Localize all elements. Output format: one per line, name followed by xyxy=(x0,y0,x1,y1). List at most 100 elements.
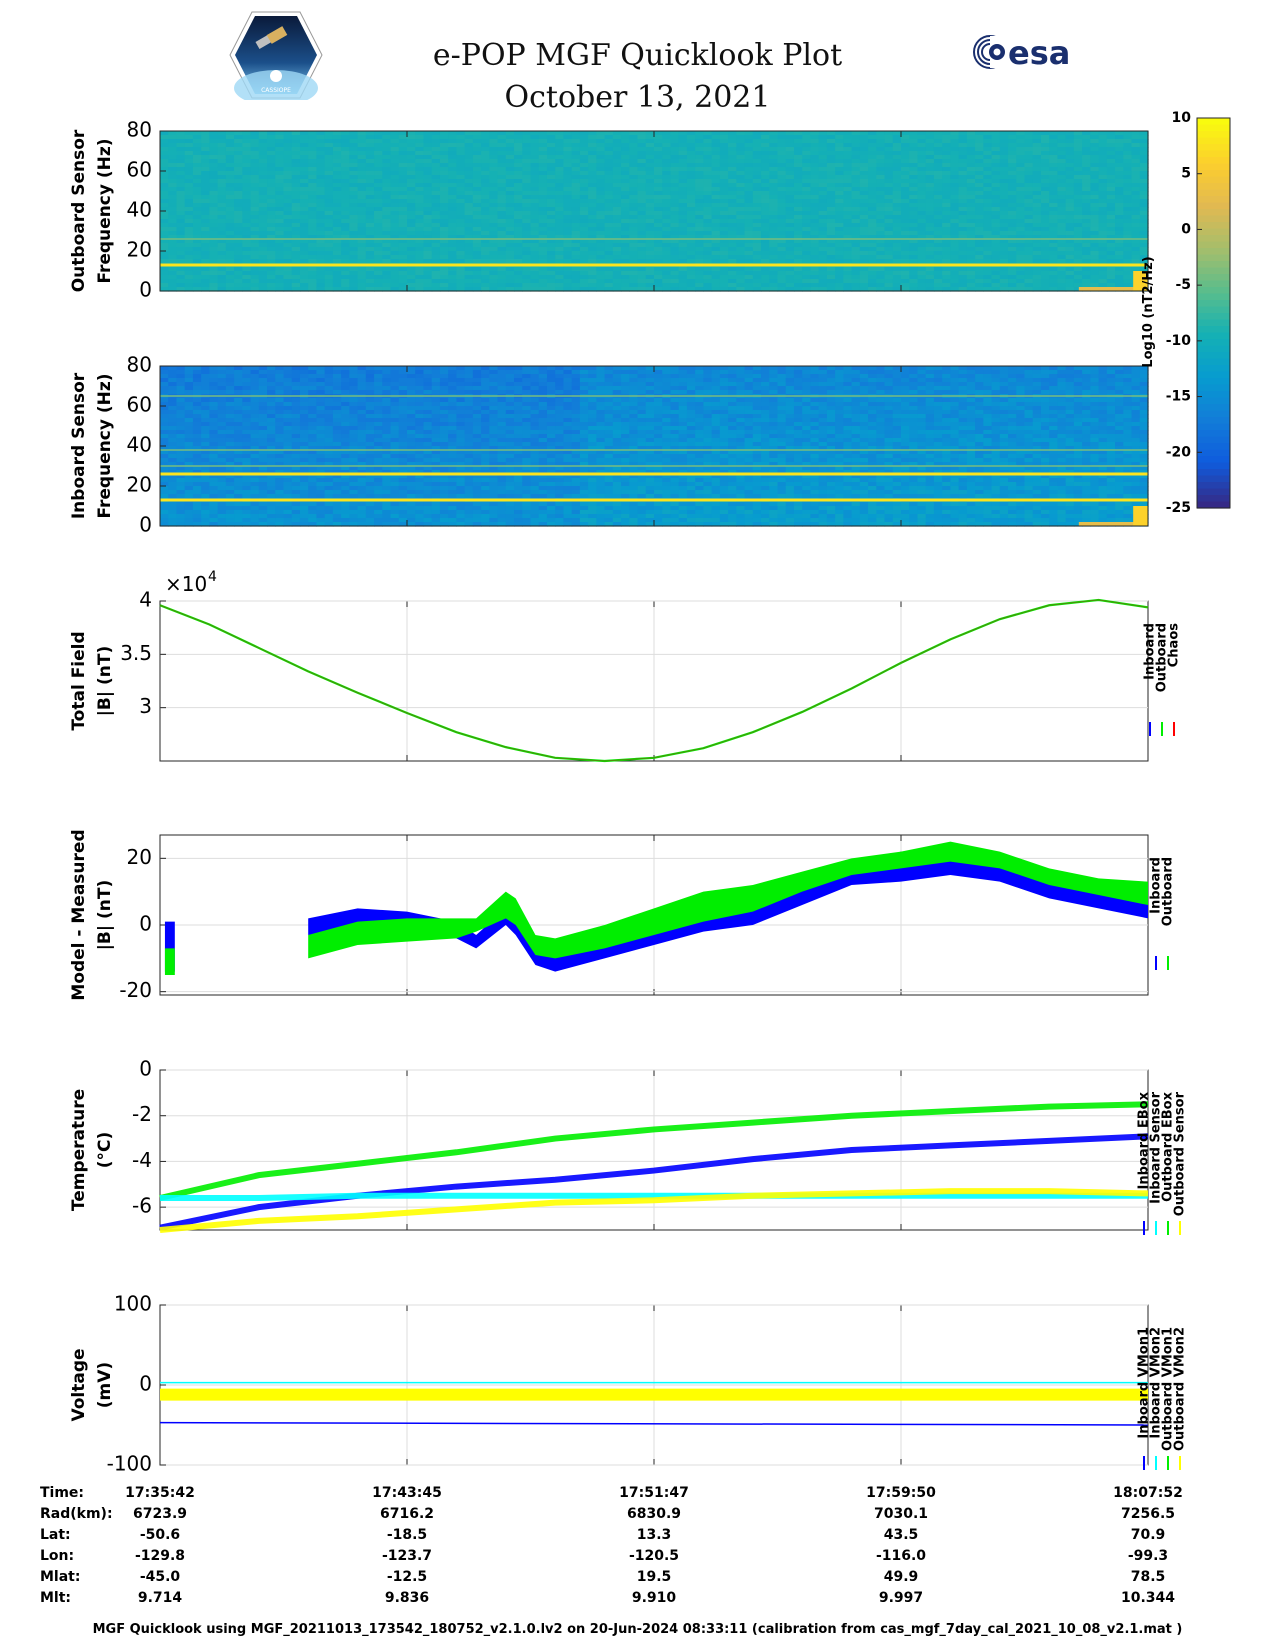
spectrogram-cell xyxy=(1115,203,1124,208)
spectrogram-cell xyxy=(407,283,416,288)
spectrogram-cell xyxy=(1040,239,1050,244)
spectrogram-cell xyxy=(472,243,482,248)
spectrogram-cell xyxy=(217,191,227,196)
spectrogram-cell xyxy=(308,139,318,144)
spectrogram-cell xyxy=(1040,187,1050,192)
spectrogram-cell xyxy=(275,191,285,196)
spectrogram-cell xyxy=(308,131,318,136)
spectrogram-cell xyxy=(859,179,869,184)
spectrogram-cell xyxy=(1008,211,1017,216)
spectrogram-cell xyxy=(1040,227,1050,232)
spectrogram-cell xyxy=(497,163,507,168)
spectrogram-cell xyxy=(719,211,729,216)
spectrogram-cell xyxy=(793,247,803,252)
spectrogram-cell xyxy=(695,231,704,236)
spectrogram-cell xyxy=(563,163,573,168)
spectrogram-cell xyxy=(258,243,268,248)
spectrogram-cell xyxy=(876,227,886,232)
spectrogram-cell xyxy=(168,215,178,220)
spectrogram-cell xyxy=(1082,283,1091,288)
spectrogram-cell xyxy=(662,243,672,248)
spectrogram-cell xyxy=(793,275,803,280)
spectrogram-cell xyxy=(958,275,968,280)
spectrogram-cell xyxy=(1139,239,1149,244)
spectrogram-cell xyxy=(456,155,466,160)
spectrogram-cell xyxy=(678,175,688,180)
spectrogram-cell xyxy=(958,203,968,208)
spectrogram-cell xyxy=(901,187,910,192)
spectrogram-cell xyxy=(522,207,532,212)
spectrogram-cell xyxy=(662,155,672,160)
spectrogram-cell xyxy=(1032,175,1042,180)
spectrogram-cell xyxy=(407,179,416,184)
spectrogram-cell xyxy=(505,187,515,192)
spectrogram-cell xyxy=(299,155,309,160)
spectrogram-cell xyxy=(555,139,565,144)
spectrogram-cell xyxy=(892,271,902,276)
spectrogram-cell xyxy=(448,239,457,244)
spectrogram-cell xyxy=(1016,163,1026,168)
spectrogram-cell xyxy=(234,243,243,248)
spectrogram-cell xyxy=(1090,183,1100,188)
spectrogram-cell xyxy=(390,195,400,200)
spectrogram-cell xyxy=(909,143,919,148)
spectrogram-cell xyxy=(283,131,293,136)
spectrogram-cell xyxy=(975,255,984,260)
spectrogram-cell xyxy=(1115,183,1124,188)
spectrogram-cell xyxy=(250,239,260,244)
spectrogram-cell xyxy=(176,255,186,260)
spectrogram-cell xyxy=(1016,195,1026,200)
spectrogram-cell xyxy=(522,191,532,196)
spectrogram-cell xyxy=(522,255,532,260)
spectrogram-cell xyxy=(390,271,400,276)
spectrogram-cell xyxy=(489,207,499,212)
spectrogram-cell xyxy=(209,275,219,280)
spectrogram-cell xyxy=(464,175,474,180)
spectrogram-cell xyxy=(456,227,466,232)
spectrogram-cell xyxy=(341,207,350,212)
spectrogram-cell xyxy=(423,271,433,276)
spectrogram-cell xyxy=(1032,139,1042,144)
spectrogram-cell xyxy=(983,171,993,176)
spectrogram-cell xyxy=(258,271,268,276)
spectrogram-cell xyxy=(571,255,581,260)
spectrogram-cell xyxy=(382,279,392,284)
spectrogram-cell xyxy=(703,135,713,140)
spectrogram-cell xyxy=(629,243,639,248)
spectrogram-cell xyxy=(621,259,630,264)
spectrogram-cell xyxy=(201,267,210,272)
spectrogram-cell xyxy=(958,243,968,248)
spectrogram-cell xyxy=(382,167,392,172)
spectrogram-cell xyxy=(917,243,927,248)
spectrogram-cell xyxy=(785,155,795,160)
spectrogram-cell xyxy=(736,195,746,200)
spectrogram-cell xyxy=(835,131,844,136)
spectrogram-cell xyxy=(876,131,886,136)
spectrogram-cell xyxy=(332,155,342,160)
spectrogram-cell xyxy=(670,139,680,144)
spectrogram-cell xyxy=(859,167,869,172)
spectrogram-cell xyxy=(308,251,318,256)
spectrogram-cell xyxy=(538,139,548,144)
spectrogram-cell xyxy=(505,179,515,184)
spectrogram-cell xyxy=(612,135,622,140)
spectrogram-cell xyxy=(1016,135,1026,140)
spectrogram-cell xyxy=(365,175,375,180)
spectrogram-cell xyxy=(950,235,960,240)
spectrogram-cell xyxy=(555,155,565,160)
spectrogram-cell xyxy=(1049,171,1059,176)
spectrogram-cell xyxy=(868,227,877,232)
spectrogram-cell xyxy=(909,267,919,272)
spectrogram-cell xyxy=(999,155,1009,160)
spectrogram-cell xyxy=(357,235,367,240)
spectrogram-cell xyxy=(1115,139,1124,144)
spectrogram-cell xyxy=(349,239,359,244)
spectrogram-cell xyxy=(225,155,235,160)
spectrogram-cell xyxy=(555,275,565,280)
spectrogram-cell xyxy=(719,147,729,152)
spectrogram-cell xyxy=(448,211,457,216)
spectrogram-cell xyxy=(168,434,178,439)
spectrogram-cell xyxy=(728,219,737,224)
spectrogram-cell xyxy=(588,131,597,136)
spectrogram-cell xyxy=(835,147,844,152)
